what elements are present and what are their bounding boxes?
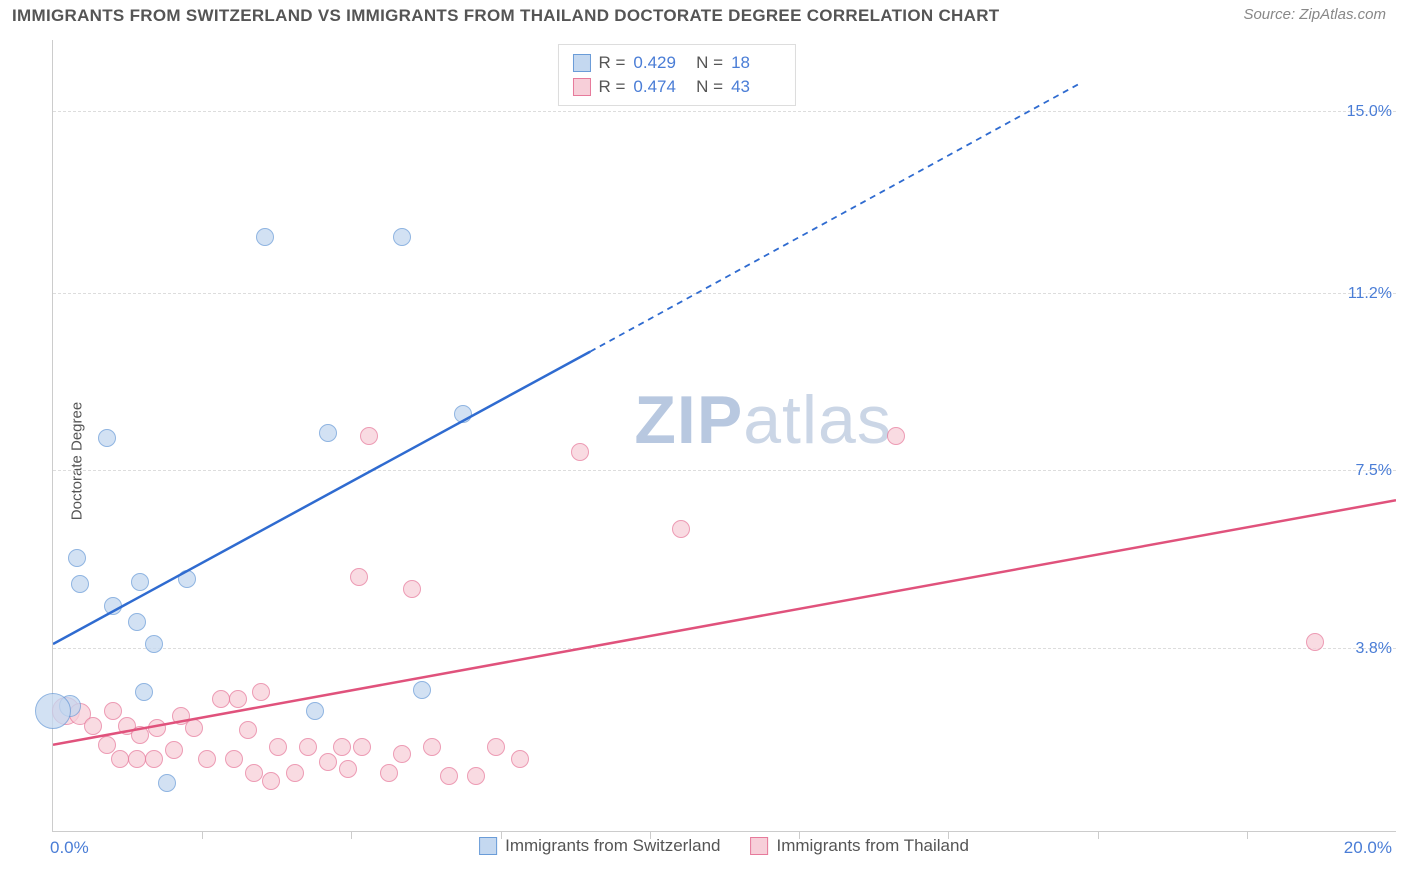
data-point-thailand <box>98 736 116 754</box>
data-point-thailand <box>487 738 505 756</box>
data-point-switzerland <box>178 570 196 588</box>
data-point-switzerland <box>306 702 324 720</box>
x-axis-max-label: 20.0% <box>1344 838 1392 858</box>
gridline <box>53 111 1396 112</box>
data-point-switzerland <box>256 228 274 246</box>
chart-title: IMMIGRANTS FROM SWITZERLAND VS IMMIGRANT… <box>12 6 999 26</box>
data-point-thailand <box>84 717 102 735</box>
r-value-switzerland: 0.429 <box>633 53 683 73</box>
data-point-switzerland <box>454 405 472 423</box>
data-point-thailand <box>440 767 458 785</box>
gridline <box>53 293 1396 294</box>
data-point-switzerland <box>71 575 89 593</box>
stats-legend: R = 0.429 N = 18 R = 0.474 N = 43 <box>557 44 796 106</box>
data-point-thailand <box>319 753 337 771</box>
r-label: R = <box>598 53 625 73</box>
n-label: N = <box>691 53 723 73</box>
data-point-thailand <box>511 750 529 768</box>
data-point-thailand <box>423 738 441 756</box>
data-point-thailand <box>145 750 163 768</box>
data-point-switzerland <box>104 597 122 615</box>
data-point-thailand <box>571 443 589 461</box>
data-point-thailand <box>185 719 203 737</box>
data-point-switzerland <box>68 549 86 567</box>
y-tick-label: 3.8% <box>1356 640 1392 658</box>
watermark: ZIPatlas <box>634 381 891 459</box>
data-point-switzerland <box>393 228 411 246</box>
gridline <box>53 648 1396 649</box>
data-point-thailand <box>467 767 485 785</box>
data-point-thailand <box>360 427 378 445</box>
data-point-thailand <box>393 745 411 763</box>
data-point-switzerland <box>319 424 337 442</box>
legend-item-thailand: Immigrants from Thailand <box>750 836 968 856</box>
data-point-thailand <box>1306 633 1324 651</box>
source-attribution: Source: ZipAtlas.com <box>1243 6 1386 23</box>
chart-header: IMMIGRANTS FROM SWITZERLAND VS IMMIGRANT… <box>0 0 1406 30</box>
data-point-switzerland <box>158 774 176 792</box>
series-legend: Immigrants from Switzerland Immigrants f… <box>479 836 969 856</box>
gridline <box>53 470 1396 471</box>
n-value-switzerland: 18 <box>731 53 781 73</box>
data-point-thailand <box>212 690 230 708</box>
data-point-switzerland <box>35 693 71 729</box>
data-point-thailand <box>350 568 368 586</box>
y-tick-label: 15.0% <box>1347 103 1392 121</box>
data-point-thailand <box>165 741 183 759</box>
r-value-thailand: 0.474 <box>633 77 683 97</box>
legend-item-switzerland: Immigrants from Switzerland <box>479 836 720 856</box>
data-point-thailand <box>339 760 357 778</box>
swatch-thailand <box>572 78 590 96</box>
data-point-thailand <box>380 764 398 782</box>
n-label: N = <box>691 77 723 97</box>
x-axis: 0.0% Immigrants from Switzerland Immigra… <box>52 838 1396 862</box>
data-point-thailand <box>672 520 690 538</box>
data-point-thailand <box>239 721 257 739</box>
trend-lines <box>53 40 1396 831</box>
data-point-thailand <box>131 726 149 744</box>
swatch-thailand <box>750 837 768 855</box>
data-point-switzerland <box>145 635 163 653</box>
data-point-switzerland <box>135 683 153 701</box>
data-point-switzerland <box>98 429 116 447</box>
r-label: R = <box>598 77 625 97</box>
data-point-thailand <box>104 702 122 720</box>
data-point-thailand <box>245 764 263 782</box>
data-point-thailand <box>198 750 216 768</box>
data-point-thailand <box>225 750 243 768</box>
data-point-thailand <box>403 580 421 598</box>
swatch-switzerland <box>479 837 497 855</box>
data-point-thailand <box>353 738 371 756</box>
n-value-thailand: 43 <box>731 77 781 97</box>
data-point-switzerland <box>413 681 431 699</box>
data-point-thailand <box>128 750 146 768</box>
y-tick-label: 7.5% <box>1356 462 1392 480</box>
legend-label-switzerland: Immigrants from Switzerland <box>505 836 720 856</box>
data-point-thailand <box>111 750 129 768</box>
data-point-thailand <box>262 772 280 790</box>
data-point-thailand <box>887 427 905 445</box>
watermark-light: atlas <box>743 382 892 458</box>
data-point-thailand <box>299 738 317 756</box>
plot-region: ZIPatlas R = 0.429 N = 18 R = 0.474 N = … <box>52 40 1396 832</box>
legend-label-thailand: Immigrants from Thailand <box>776 836 968 856</box>
x-axis-min-label: 0.0% <box>50 838 89 858</box>
data-point-thailand <box>148 719 166 737</box>
chart-area: Doctorate Degree ZIPatlas R = 0.429 N = … <box>22 40 1396 882</box>
data-point-thailand <box>252 683 270 701</box>
data-point-thailand <box>333 738 351 756</box>
watermark-bold: ZIP <box>634 382 743 458</box>
data-point-thailand <box>286 764 304 782</box>
stats-row-thailand: R = 0.474 N = 43 <box>572 75 781 99</box>
swatch-switzerland <box>572 54 590 72</box>
data-point-switzerland <box>128 613 146 631</box>
data-point-thailand <box>229 690 247 708</box>
y-tick-label: 11.2% <box>1348 285 1392 303</box>
data-point-switzerland <box>131 573 149 591</box>
data-point-thailand <box>269 738 287 756</box>
stats-row-switzerland: R = 0.429 N = 18 <box>572 51 781 75</box>
